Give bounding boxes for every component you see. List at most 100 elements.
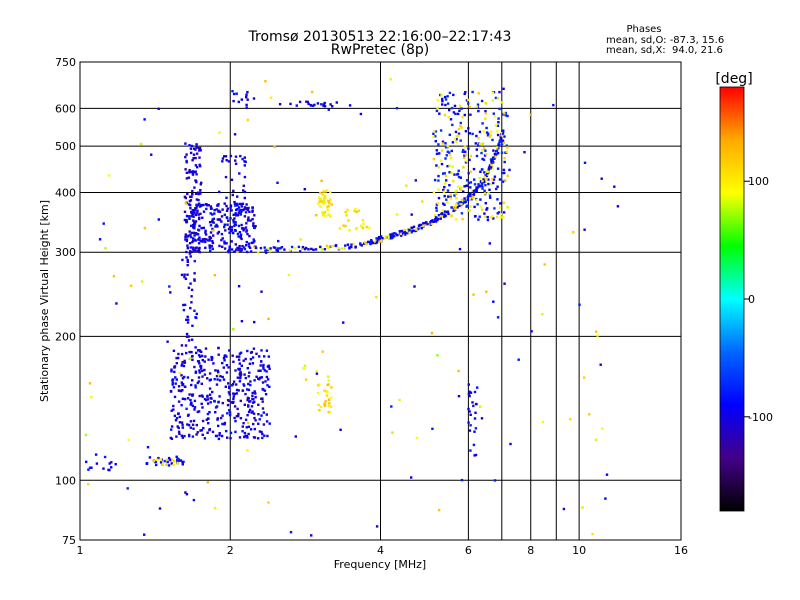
data-point — [228, 393, 231, 396]
data-point — [496, 146, 499, 149]
data-point — [343, 247, 346, 250]
data-point — [258, 418, 261, 421]
data-point — [496, 215, 499, 219]
data-point — [194, 148, 197, 151]
data-point — [414, 229, 417, 233]
data-point — [112, 275, 116, 278]
data-point — [186, 244, 189, 247]
data-point — [433, 178, 437, 182]
data-point — [233, 405, 237, 408]
data-point — [193, 224, 196, 227]
data-point — [289, 102, 292, 106]
data-point — [194, 316, 197, 319]
data-point — [323, 211, 327, 214]
data-point — [210, 244, 213, 248]
data-point — [322, 104, 325, 108]
data-point — [184, 491, 187, 494]
data-point — [246, 414, 249, 417]
data-point — [443, 194, 446, 198]
data-point — [480, 182, 484, 185]
data-point — [498, 140, 502, 143]
data-point — [219, 416, 223, 420]
data-point — [588, 413, 591, 416]
data-point — [468, 158, 471, 162]
data-point — [186, 192, 189, 196]
data-point — [476, 386, 479, 389]
data-point — [485, 177, 488, 181]
data-point — [605, 473, 609, 476]
data-point — [472, 191, 476, 195]
data-point — [604, 497, 607, 500]
data-point — [448, 171, 451, 174]
data-point — [175, 417, 179, 420]
data-point — [185, 153, 188, 156]
data-point — [459, 124, 462, 128]
data-point — [234, 155, 238, 158]
data-point — [175, 356, 178, 360]
data-point — [246, 421, 250, 425]
data-point — [228, 245, 231, 248]
data-point — [478, 405, 482, 408]
data-point — [253, 240, 256, 243]
data-point — [211, 241, 215, 245]
data-point — [447, 116, 450, 119]
data-point — [442, 202, 445, 205]
data-point — [455, 218, 458, 221]
data-point — [288, 249, 292, 252]
data-point — [324, 190, 327, 193]
data-point — [594, 438, 598, 442]
data-point — [242, 246, 246, 249]
data-point — [449, 156, 453, 160]
data-point — [305, 100, 308, 103]
data-point — [241, 209, 244, 212]
data-point — [204, 246, 207, 249]
data-point — [238, 172, 241, 175]
data-point — [485, 290, 488, 293]
data-point — [262, 365, 265, 368]
data-point — [180, 364, 183, 367]
data-point — [196, 360, 200, 363]
data-point — [203, 237, 206, 241]
data-point — [224, 155, 228, 158]
data-point — [469, 186, 472, 189]
data-point — [260, 430, 263, 434]
data-point — [478, 130, 482, 134]
data-point — [184, 344, 188, 347]
data-point — [494, 96, 498, 100]
data-point — [211, 430, 215, 434]
data-point — [499, 202, 502, 205]
data-point — [251, 362, 255, 365]
data-point — [191, 172, 194, 175]
data-point — [446, 201, 449, 204]
data-point — [257, 403, 260, 406]
data-point — [247, 397, 250, 400]
data-point — [218, 434, 221, 437]
data-point — [468, 193, 472, 196]
data-point — [243, 227, 246, 230]
data-point — [192, 249, 195, 252]
data-point — [471, 189, 474, 192]
data-point — [195, 246, 198, 249]
data-point — [485, 126, 488, 130]
data-point — [581, 506, 584, 509]
data-point — [259, 364, 262, 367]
x-tick-label: 4 — [377, 544, 384, 557]
data-point — [339, 428, 342, 431]
data-point — [235, 214, 238, 217]
data-point — [184, 233, 187, 236]
data-point — [171, 381, 174, 384]
data-point — [228, 399, 231, 402]
data-point — [205, 207, 208, 211]
data-point — [199, 367, 203, 370]
data-point — [246, 398, 249, 402]
data-point — [483, 189, 486, 192]
data-point — [523, 151, 526, 154]
data-point — [489, 134, 492, 137]
x-tick-label: 8 — [527, 544, 534, 557]
data-point — [217, 373, 220, 376]
data-point — [175, 378, 178, 381]
data-point — [613, 185, 616, 188]
data-point — [186, 273, 189, 276]
data-points — [84, 78, 620, 537]
data-point — [198, 238, 201, 241]
